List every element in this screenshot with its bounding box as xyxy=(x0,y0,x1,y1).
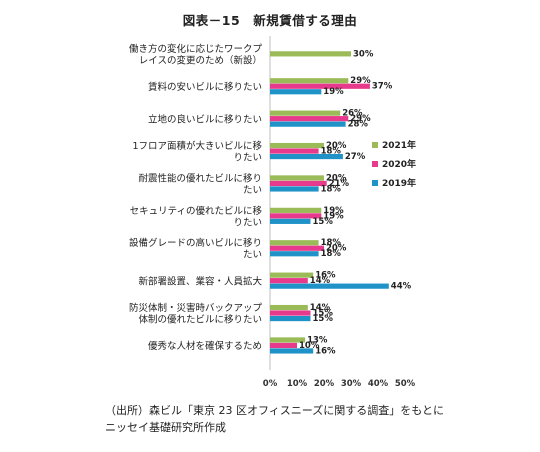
data-label: 15% xyxy=(313,308,334,318)
bar-2020年 xyxy=(270,342,297,349)
bar-2020年 xyxy=(270,213,322,219)
bar-2019年 xyxy=(270,121,346,127)
x-tick-label: 50% xyxy=(395,379,416,389)
data-label: 18% xyxy=(321,184,342,194)
legend-label: 2020年 xyxy=(382,158,416,170)
data-label: 14% xyxy=(310,276,331,286)
data-label: 15% xyxy=(313,314,334,324)
legend-swatch xyxy=(372,161,378,167)
data-label: 29% xyxy=(350,114,371,124)
category-label: たい xyxy=(243,185,262,196)
data-label: 19% xyxy=(323,211,344,221)
source-note: （出所）森ビル「東京 23 区オフィスニーズに関する調査」をもとに ニッセイ基礎… xyxy=(105,402,525,436)
category-label: 新部署設置、業容・人員拡大 xyxy=(138,275,262,287)
bar-2019年 xyxy=(270,186,319,192)
legend-label: 2019年 xyxy=(382,177,416,189)
data-label: 15% xyxy=(313,217,334,227)
bar-2020年 xyxy=(270,278,308,284)
data-label: 13% xyxy=(307,335,328,345)
data-label: 29% xyxy=(350,76,371,86)
legend-swatch xyxy=(372,142,378,148)
x-tick-label: 20% xyxy=(314,379,335,389)
bar-2021年 xyxy=(270,337,306,343)
data-label: 18% xyxy=(321,238,342,248)
bar-2021年 xyxy=(270,304,308,311)
category-label: 体制の優れたビルに移りたい xyxy=(138,313,262,325)
data-label: 28% xyxy=(348,120,369,130)
data-label: 20% xyxy=(326,173,347,183)
bar-2021年 xyxy=(270,240,319,246)
data-label: 18% xyxy=(321,146,342,156)
legend-label: 2021年 xyxy=(382,139,416,151)
bar-2019年 xyxy=(270,218,311,224)
bar-2020年 xyxy=(270,83,370,89)
category-label: セキュリティの優れたビルに移 xyxy=(130,205,263,217)
category-label: りたい xyxy=(233,217,262,228)
x-tick-label: 10% xyxy=(287,379,308,389)
bar-2020年 xyxy=(270,310,311,316)
data-label: 19% xyxy=(323,206,344,216)
bar-2021年 xyxy=(270,272,314,278)
bar-2019年 xyxy=(270,315,311,322)
data-label: 30% xyxy=(353,49,374,59)
category-label: レイスの変更のため（新設） xyxy=(139,54,262,66)
data-label: 37% xyxy=(372,82,393,92)
data-label: 20% xyxy=(326,141,347,151)
legend-swatch xyxy=(372,180,378,186)
source-line-1: （出所）森ビル「東京 23 区オフィスニーズに関する調査」をもとに xyxy=(105,404,444,417)
data-label: 10% xyxy=(299,341,320,351)
category-label: りたい xyxy=(233,152,262,163)
bar-2021年 xyxy=(270,51,351,57)
x-tick-label: 40% xyxy=(368,379,389,389)
data-label: 20% xyxy=(326,244,347,254)
category-label: 1フロア面積が大きいビルに移 xyxy=(132,140,262,152)
data-label: 44% xyxy=(391,282,412,292)
data-label: 18% xyxy=(321,249,342,259)
bar-2020年 xyxy=(270,180,327,187)
category-label: 耐震性能の優れたビルに移り xyxy=(138,172,262,184)
bar-2019年 xyxy=(270,348,314,354)
bar-2020年 xyxy=(270,116,349,122)
category-label: 優秀な人材を確保するため xyxy=(148,340,262,352)
bar-2021年 xyxy=(270,142,324,149)
data-label: 21% xyxy=(329,179,350,189)
bar-2019年 xyxy=(270,283,389,289)
data-label: 27% xyxy=(345,152,366,162)
data-label: 19% xyxy=(323,87,344,97)
bar-2020年 xyxy=(270,148,319,154)
category-label: たい xyxy=(243,250,262,261)
category-label: 設備グレードの高いビルに移り xyxy=(129,237,262,249)
category-label: 賃料の安いビルに移りたい xyxy=(148,81,262,93)
bar-2021年 xyxy=(270,175,324,181)
data-label: 14% xyxy=(310,303,331,313)
chart-title: 図表－15 新規賃借する理由 xyxy=(182,13,358,28)
data-label: 16% xyxy=(315,271,336,281)
category-label: 立地の良いビルに移りたい xyxy=(148,113,262,125)
category-label: 防災体制・災害時バックアップ xyxy=(129,302,263,314)
bar-2021年 xyxy=(270,207,322,213)
data-label: 16% xyxy=(315,346,336,356)
bar-2020年 xyxy=(270,245,324,251)
bar-2019年 xyxy=(270,153,343,160)
bar-2021年 xyxy=(270,110,341,116)
category-label: 働き方の変化に応じたワークプ xyxy=(129,43,263,55)
bar-2019年 xyxy=(270,89,322,95)
x-tick-label: 30% xyxy=(341,379,362,389)
data-label: 26% xyxy=(342,109,363,119)
bar-2019年 xyxy=(270,251,319,257)
bar-2021年 xyxy=(270,78,349,84)
x-tick-label: 0% xyxy=(263,379,278,389)
source-line-2: ニッセイ基礎研究所作成 xyxy=(105,421,226,434)
